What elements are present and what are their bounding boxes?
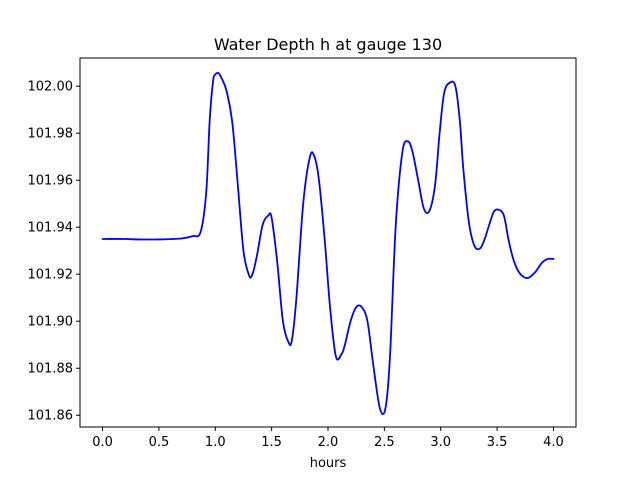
x-tick-label: 3.0: [430, 435, 451, 450]
y-tick-label: 102.00: [28, 80, 74, 95]
series-line: [101, 72, 555, 416]
x-tick-label: 1.0: [205, 435, 226, 450]
y-tick-label: 101.92: [28, 268, 74, 283]
y-axis: 101.86 101.88 101.90 101.92 101.94 101.96 101.…: [28, 80, 80, 424]
x-axis-label: hours: [310, 456, 347, 471]
x-tick-label: 2.5: [374, 435, 395, 450]
x-tick-label: 1.5: [261, 435, 282, 450]
x-tick-label: 3.5: [487, 435, 508, 450]
y-tick-label: 101.94: [28, 221, 74, 236]
x-tick-label: 0.0: [92, 435, 113, 450]
x-tick-label: 2.0: [318, 435, 339, 450]
y-tick-label: 101.96: [28, 174, 74, 189]
plot-area-frame: [79, 57, 577, 428]
x-tick-label: 0.5: [149, 435, 170, 450]
x-axis: 0.0 0.5 1.0 1.5 2.0 2.5 3.0 3.5 4.0: [92, 427, 564, 450]
y-tick-label: 101.98: [28, 127, 74, 142]
y-tick-label: 101.86: [28, 409, 74, 424]
chart-title: Water Depth h at gauge 130: [214, 35, 442, 54]
y-tick-label: 101.90: [28, 315, 74, 330]
x-tick-label: 4.0: [543, 435, 564, 450]
y-tick-label: 101.88: [28, 362, 74, 377]
